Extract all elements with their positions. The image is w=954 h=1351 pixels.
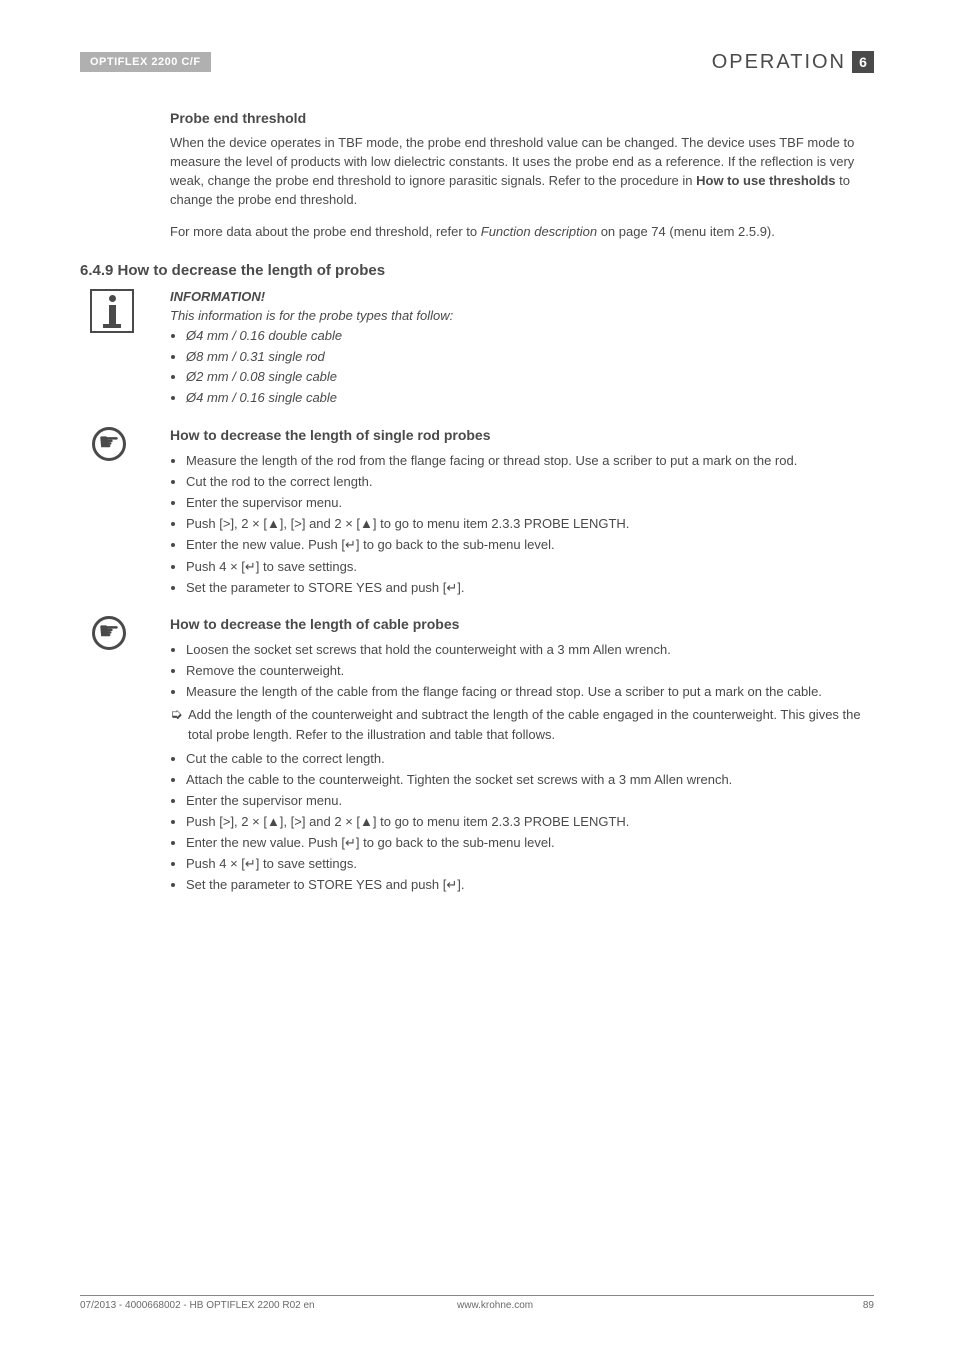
probe-end-title: Probe end threshold [170,110,864,126]
pointer-icon: ☛ [92,616,126,650]
probe-end-para-2b: on page 74 (menu item 2.5.9). [597,224,775,239]
header-section-number: 6 [852,51,874,73]
probe-end-para-1: When the device operates in TBF mode, th… [170,134,864,209]
how-cable-steps-a: Loosen the socket set screws that hold t… [170,640,864,702]
cable-step-b2: Enter the supervisor menu. [186,791,864,811]
cable-supplement-text: Add the length of the counterweight and … [188,705,864,745]
info-item-2: Ø2 mm / 0.08 single cable [186,367,864,388]
info-icon [90,289,134,333]
cable-step-b1: Attach the cable to the counterweight. T… [186,770,864,790]
info-icon-stem [109,305,116,325]
how-rod-steps: Measure the length of the rod from the f… [170,451,864,598]
rod-step-0: Measure the length of the rod from the f… [186,451,864,471]
how-rod-title: How to decrease the length of single rod… [170,427,864,443]
rod-step-6: Set the parameter to STORE YES and push … [186,578,864,598]
cable-step-b3: Push [>], 2 × [▲], [>] and 2 × [▲] to go… [186,812,864,832]
cable-step-b4: Enter the new value. Push [↵] to go back… [186,833,864,853]
supplement-arrow-icon: ➭ [170,705,188,725]
footer-page-number: 89 [834,1300,874,1311]
probe-end-para-2-ital: Function description [481,224,597,239]
rod-step-1: Cut the rod to the correct length. [186,472,864,492]
rod-step-2: Enter the supervisor menu. [186,493,864,513]
probe-end-para-1-bold: How to use thresholds [696,173,835,188]
header-section-word: OPERATION [712,51,846,74]
cable-step-b5: Push 4 × [↵] to save settings. [186,854,864,874]
info-item-1: Ø8 mm / 0.31 single rod [186,347,864,368]
section-649-title: 6.4.9 How to decrease the length of prob… [80,262,864,279]
header-product: OPTIFLEX 2200 C/F [80,52,211,72]
how-cable-block: ☛ How to decrease the length of cable pr… [170,616,864,896]
probe-end-para-2: For more data about the probe end thresh… [170,223,864,242]
rod-step-3: Push [>], 2 × [▲], [>] and 2 × [▲] to go… [186,514,864,534]
rod-step-5: Push 4 × [↵] to save settings. [186,557,864,577]
footer: 07/2013 - 4000668002 - HB OPTIFLEX 2200 … [80,1295,874,1311]
info-icon-dot [109,295,116,302]
hand-icon: ☛ [98,620,120,644]
header-bar: OPTIFLEX 2200 C/F OPERATION 6 [80,50,874,74]
cable-step-b0: Cut the cable to the correct length. [186,749,864,769]
how-rod-block: ☛ How to decrease the length of single r… [170,427,864,598]
info-list: Ø4 mm / 0.16 double cable Ø8 mm / 0.31 s… [170,326,864,409]
footer-left: 07/2013 - 4000668002 - HB OPTIFLEX 2200 … [80,1300,457,1311]
cable-step-a0: Loosen the socket set screws that hold t… [186,640,864,660]
info-item-0: Ø4 mm / 0.16 double cable [186,326,864,347]
cable-step-b6: Set the parameter to STORE YES and push … [186,875,864,895]
info-title: INFORMATION! [170,289,864,304]
pointer-icon: ☛ [92,427,126,461]
cable-step-a2: Measure the length of the cable from the… [186,682,864,702]
probe-end-para-2a: For more data about the probe end thresh… [170,224,481,239]
how-cable-title: How to decrease the length of cable prob… [170,616,864,632]
cable-supplement-line: ➭ Add the length of the counterweight an… [170,705,864,745]
rod-step-4: Enter the new value. Push [↵] to go back… [186,535,864,555]
info-item-3: Ø4 mm / 0.16 single cable [186,388,864,409]
cable-step-a1: Remove the counterweight. [186,661,864,681]
hand-icon: ☛ [98,431,120,455]
information-block: INFORMATION! This information is for the… [170,289,864,409]
info-lead: This information is for the probe types … [170,306,864,326]
info-icon-base [103,324,121,328]
footer-mid: www.krohne.com [457,1300,834,1311]
how-cable-steps-b: Cut the cable to the correct length. Att… [170,749,864,896]
